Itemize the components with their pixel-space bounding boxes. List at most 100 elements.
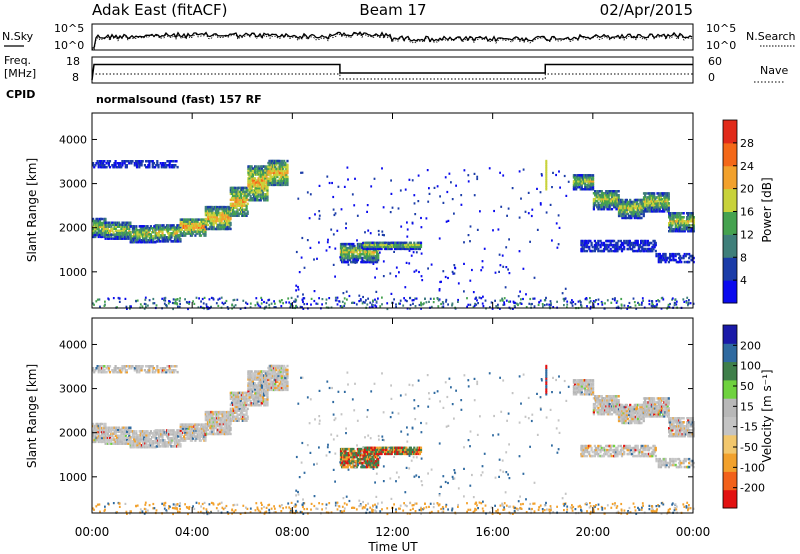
velocity-pixel [234,417,237,420]
power-pixel [195,296,198,299]
power-pixel [163,299,165,302]
power-pixel [159,224,162,227]
power-pixel [184,228,187,231]
power-pixel [97,231,100,235]
velocity-pixel [136,436,139,439]
power-pixel [430,305,433,308]
power-pixel [270,171,273,175]
power-pixel [683,225,686,229]
power-pixel [153,302,156,305]
power-pixel [391,206,394,209]
power-pixel [266,197,269,200]
power-pixel [669,212,672,215]
power-pixel [575,184,578,187]
power-pixel [654,243,657,247]
power-pixel [575,176,578,179]
power-pixel [283,159,286,163]
velocity-pixel [178,441,181,444]
power-pixel [308,217,311,220]
power-pixel [613,199,616,203]
power-pixel [220,219,223,223]
power-pixel [509,300,512,303]
power-pixel [597,298,600,301]
power-pixel [183,220,186,223]
power-pixel [463,241,465,244]
velocity-pixel [152,444,155,447]
power-pixel [266,195,269,198]
power-pixel [206,207,210,211]
power-pixel [135,240,138,244]
velocity-pixel [234,401,237,405]
velocity-pixel [153,445,156,449]
power-pixel [451,270,454,273]
power-pixel [123,231,126,234]
velocity-pixel [128,434,131,437]
power-pixel [408,245,411,249]
power-pixel [272,167,276,171]
velocity-pixel [227,432,230,436]
power-pixel [140,229,143,232]
power-pixel [126,307,128,310]
power-pixel [637,214,640,218]
power-pixel [105,223,108,226]
power-pixel [356,214,359,217]
power-pixel [575,180,578,183]
power-pixel [234,206,237,209]
power-pixel [638,210,641,214]
power-pixel [246,302,249,305]
power-pixel [123,233,126,236]
velocity-pixel [217,430,220,434]
velocity-pixel [229,407,232,411]
colorbar-tick-label: 16 [740,206,754,219]
velocity-pixel [102,430,105,434]
power-pixel [206,211,210,215]
power-pixel [176,228,179,231]
power-pixel [94,229,97,233]
power-pixel [412,243,415,247]
velocity-pixel [92,422,95,426]
velocity-pixel [222,426,225,430]
power-pixel [651,249,654,253]
power-pixel [280,305,283,308]
velocity-pixel [155,431,158,434]
power-pixel [135,233,138,236]
power-pixel [209,207,212,211]
power-pixel [208,298,211,301]
power-pixel [624,214,627,218]
velocity-pixel [211,432,214,436]
power-pixel [592,178,595,181]
power-pixel [613,194,616,197]
power-pixel [633,216,636,220]
power-pixel [220,296,223,299]
power-pixel [188,220,191,223]
velocity-pixel [210,428,213,432]
velocity-pixel [159,431,162,434]
power-pixel [155,232,158,235]
power-pixel [635,241,638,245]
power-pixel [260,197,263,200]
power-pixel [177,240,180,243]
power-pixel [623,212,626,216]
power-pixel [374,304,376,307]
power-pixel [145,160,148,163]
velocity-pixel [222,420,225,424]
power-pixel [208,227,211,231]
power-pixel [642,202,645,206]
power-pixel [230,188,234,192]
velocity-pixel [214,410,217,414]
velocity-pixel [155,429,158,432]
power-pixel [251,173,254,176]
power-pixel [103,304,106,307]
power-pixel [664,198,667,201]
velocity-pixel [221,416,224,420]
power-pixel [341,256,344,260]
power-pixel [647,202,650,205]
power-pixel [678,212,681,215]
velocity-pixel [199,427,203,430]
power-pixel [648,206,651,209]
velocity-pixel [206,410,210,414]
velocity-pixel [209,418,212,422]
power-pixel [608,197,611,201]
power-pixel [118,221,121,224]
power-pixel [257,191,260,194]
